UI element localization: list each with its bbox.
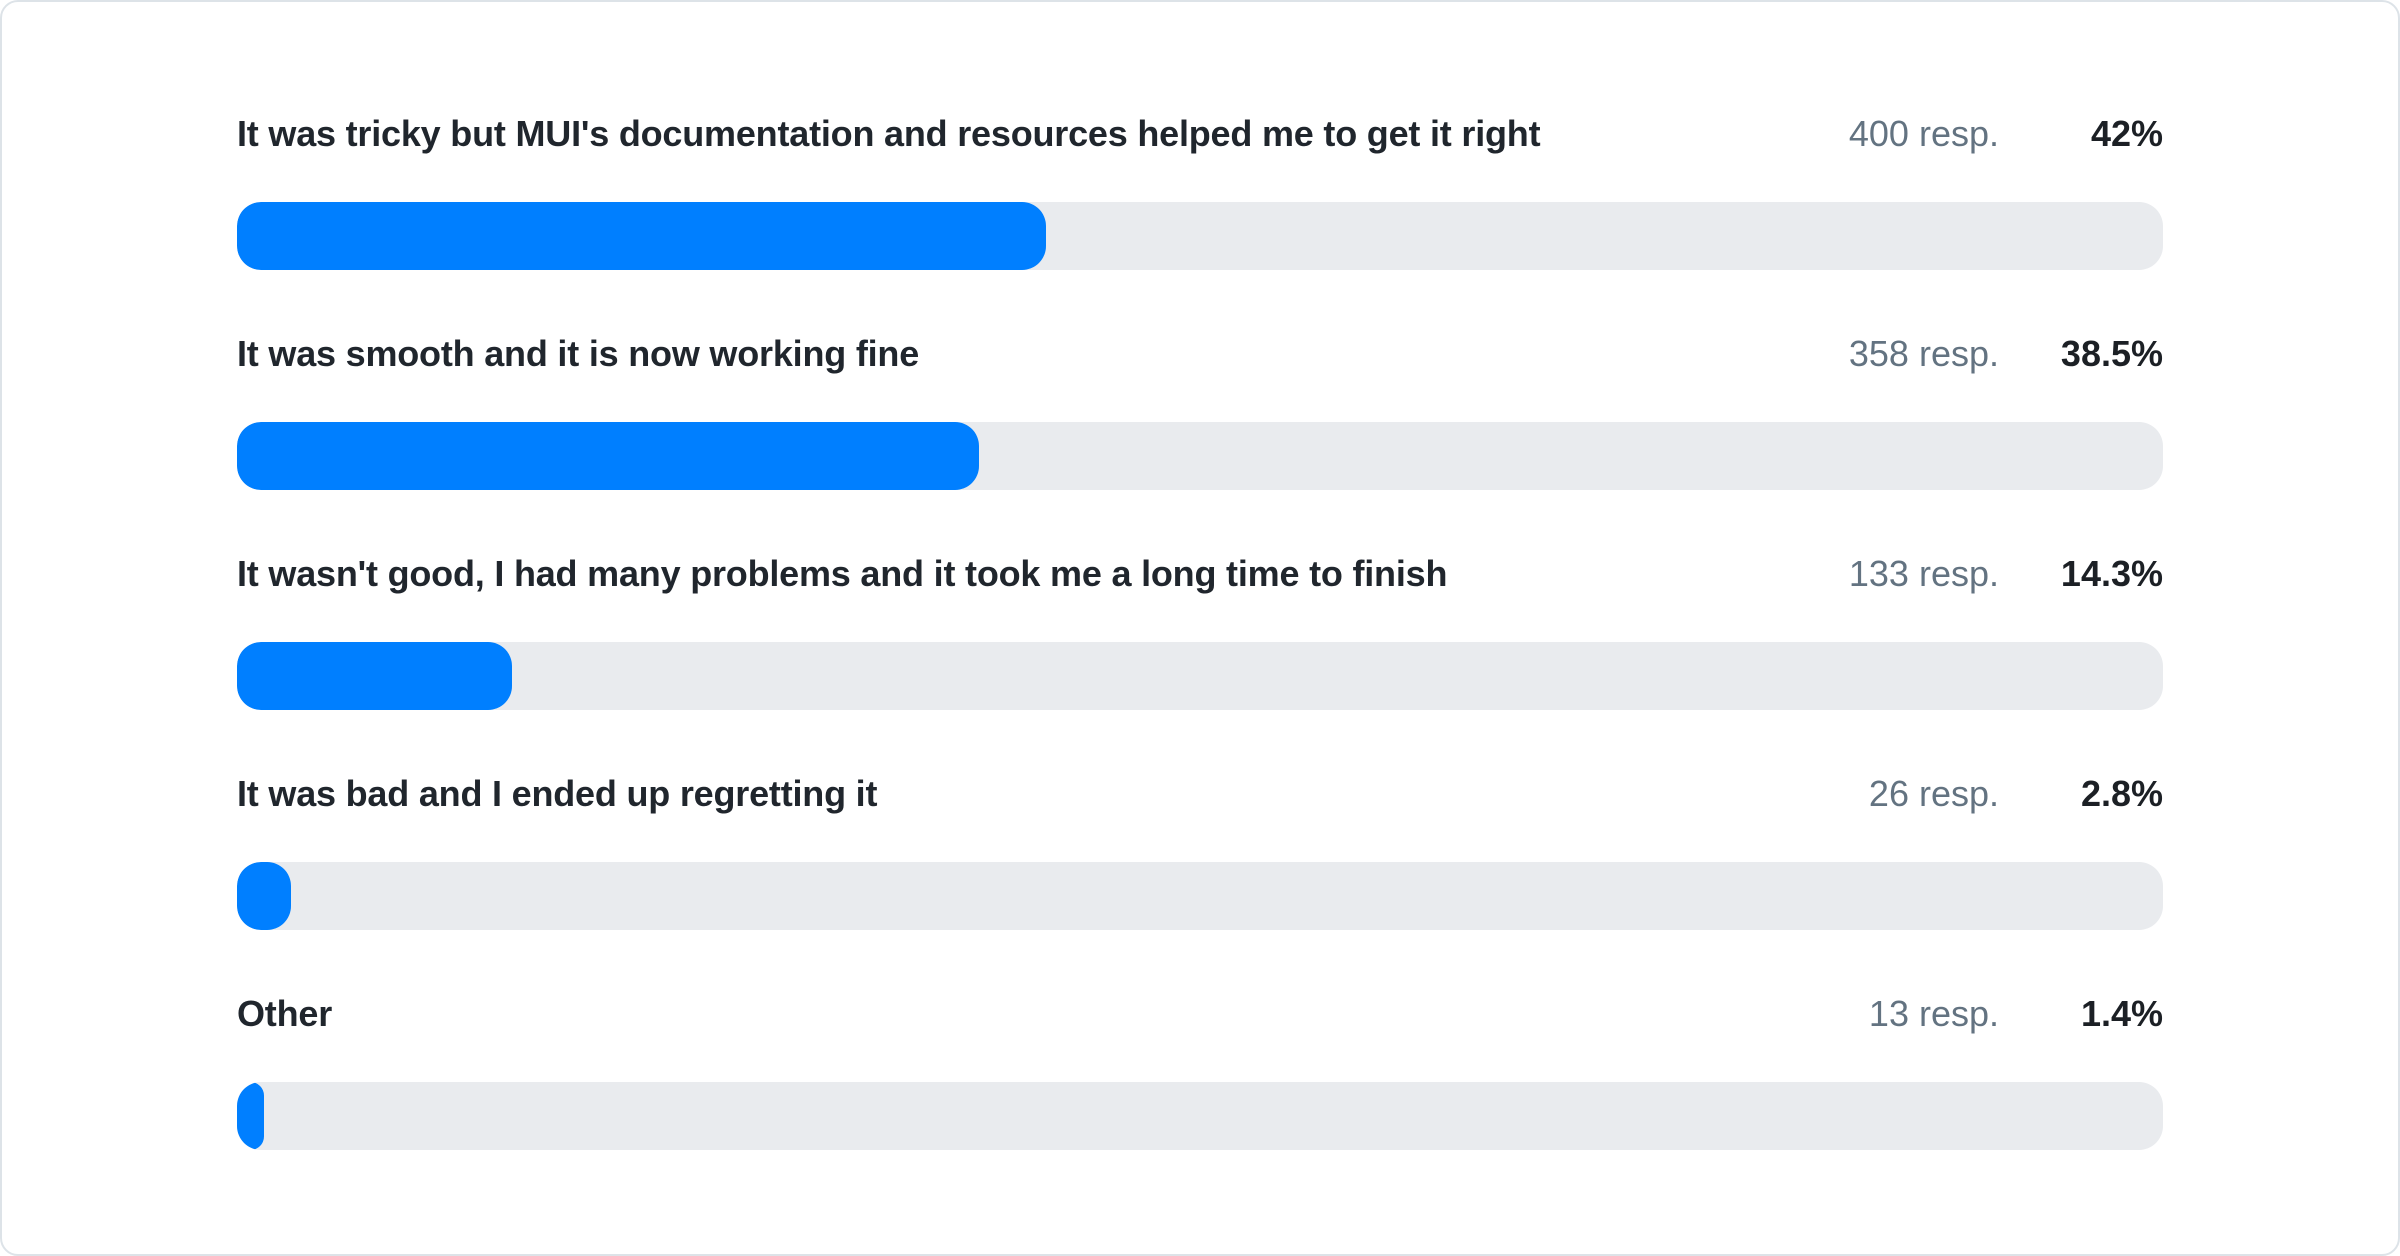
row-header: It was smooth and it is now working fine…: [237, 328, 2163, 380]
response-count: 26 resp.: [1868, 773, 1999, 814]
survey-row: It was tricky but MUI's documentation an…: [237, 108, 2163, 270]
bar-fill: [237, 1082, 264, 1150]
row-values: 133 resp. 14.3%: [1849, 548, 2163, 600]
bar-fill: [237, 422, 979, 490]
row-header: It was tricky but MUI's documentation an…: [237, 108, 2163, 160]
answer-label: It was smooth and it is now working fine: [237, 333, 920, 374]
row-header: It was bad and I ended up regretting it …: [237, 768, 2163, 820]
answer-label: It was bad and I ended up regretting it: [237, 773, 878, 814]
bar-track: [237, 642, 2163, 710]
bar-fill: [237, 642, 513, 710]
bar-track: [237, 1082, 2163, 1150]
row-values: 358 resp. 38.5%: [1849, 328, 2163, 380]
row-values: 26 resp. 2.8%: [1869, 768, 2163, 820]
survey-row: It wasn't good, I had many problems and …: [237, 548, 2163, 710]
percent-value: 42%: [2090, 113, 2163, 154]
survey-row: It was smooth and it is now working fine…: [237, 328, 2163, 490]
response-count: 358 resp.: [1848, 333, 1999, 374]
percent-value: 38.5%: [2060, 333, 2163, 374]
response-count: 400 resp.: [1848, 113, 1999, 154]
percent-value: 2.8%: [2080, 773, 2163, 814]
survey-row: It was bad and I ended up regretting it …: [237, 768, 2163, 930]
row-values: 13 resp. 1.4%: [1869, 988, 2163, 1040]
bar-fill: [237, 862, 291, 930]
bar-track: [237, 422, 2163, 490]
response-count: 13 resp.: [1868, 993, 1999, 1034]
bar-fill: [237, 202, 1046, 270]
answer-label: It wasn't good, I had many problems and …: [237, 553, 1448, 594]
answer-label: Other: [237, 993, 333, 1034]
percent-value: 1.4%: [2080, 993, 2163, 1034]
row-values: 400 resp. 42%: [1849, 108, 2163, 160]
survey-row: Other 13 resp. 1.4%: [237, 988, 2163, 1150]
bar-track: [237, 202, 2163, 270]
response-count: 133 resp.: [1848, 553, 1999, 594]
bar-track: [237, 862, 2163, 930]
answer-label: It was tricky but MUI's documentation an…: [237, 113, 1541, 154]
percent-value: 14.3%: [2060, 553, 2163, 594]
row-header: It wasn't good, I had many problems and …: [237, 548, 2163, 600]
row-header: Other 13 resp. 1.4%: [237, 988, 2163, 1040]
